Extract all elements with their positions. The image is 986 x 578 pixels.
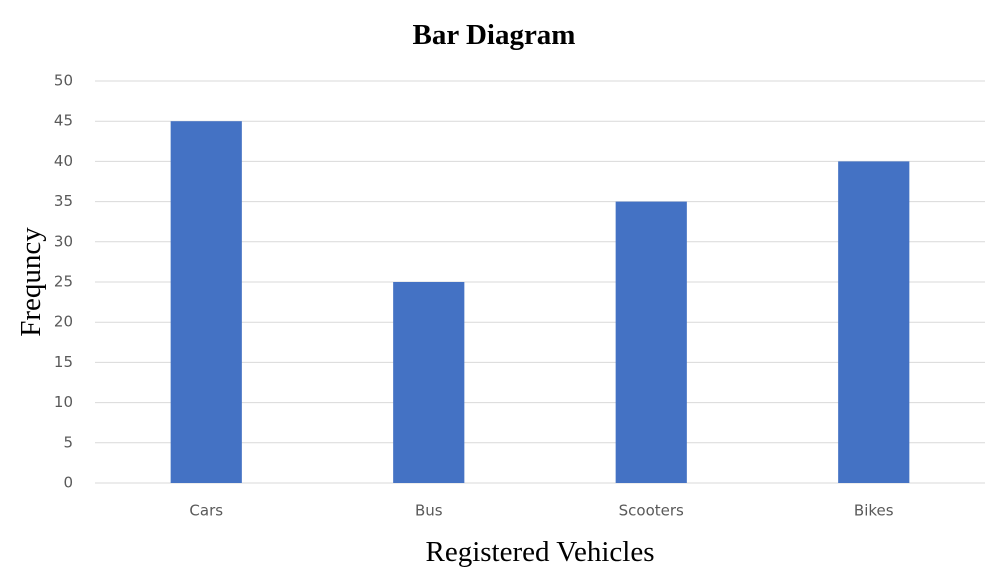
y-tick-label: 15 <box>54 353 73 371</box>
y-tick-label: 35 <box>54 192 73 210</box>
y-axis-title: Frequncy <box>15 227 47 337</box>
y-tick-label: 5 <box>63 433 73 451</box>
y-tick-label: 45 <box>54 112 73 130</box>
x-axis-title: Registered Vehicles <box>426 536 655 568</box>
chart-title: Bar Diagram <box>413 19 576 51</box>
bar <box>838 161 910 483</box>
bar <box>393 282 465 483</box>
y-tick-label: 30 <box>54 232 73 250</box>
y-tick-label: 0 <box>63 474 73 492</box>
x-tick-label: Bikes <box>854 502 894 520</box>
bar <box>170 121 242 483</box>
x-tick-label: Cars <box>189 502 223 520</box>
y-tick-label: 10 <box>54 393 73 411</box>
x-tick-label: Scooters <box>619 502 684 520</box>
y-tick-label: 40 <box>54 152 73 170</box>
y-tick-label: 20 <box>54 313 73 331</box>
y-tick-label: 25 <box>54 273 73 291</box>
x-tick-label: Bus <box>415 502 443 520</box>
y-tick-label: 50 <box>54 72 73 90</box>
bar <box>615 201 687 483</box>
